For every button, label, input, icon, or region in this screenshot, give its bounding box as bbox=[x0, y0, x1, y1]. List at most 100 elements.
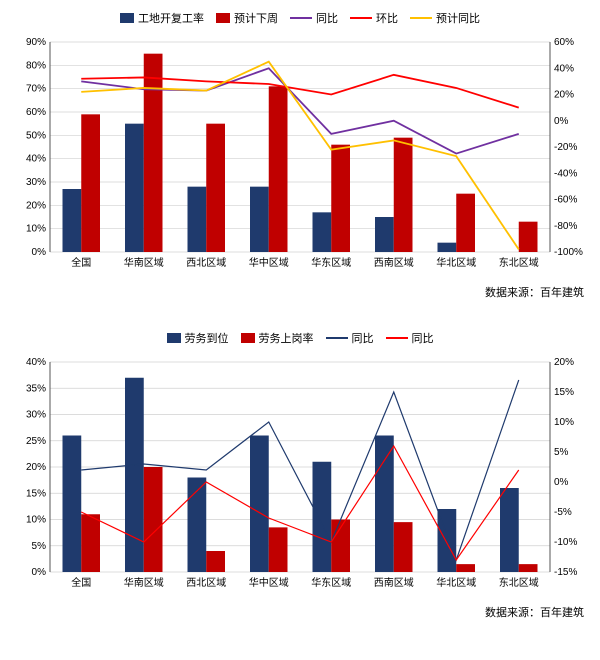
bar bbox=[313, 212, 332, 252]
chart-legend: 劳务到位 劳务上岗率 同比 同比 bbox=[10, 330, 590, 346]
legend-swatch bbox=[167, 333, 181, 343]
legend-label: 劳务上岗率 bbox=[259, 330, 314, 346]
svg-text:20%: 20% bbox=[554, 357, 574, 368]
bar bbox=[313, 462, 332, 572]
bar bbox=[125, 124, 144, 252]
bar bbox=[250, 187, 269, 252]
chart-svg: 0%10%20%30%40%50%60%70%80%90%-100%-80%-6… bbox=[10, 32, 590, 282]
svg-text:0%: 0% bbox=[32, 247, 47, 258]
svg-text:西北区域: 西北区域 bbox=[186, 256, 226, 269]
legend-line-swatch bbox=[386, 337, 408, 339]
legend-item: 预计同比 bbox=[410, 10, 480, 26]
svg-text:-40%: -40% bbox=[554, 168, 577, 179]
bar bbox=[81, 114, 100, 252]
legend-item: 同比 bbox=[386, 330, 434, 346]
legend-item: 环比 bbox=[350, 10, 398, 26]
svg-text:15%: 15% bbox=[26, 488, 46, 499]
svg-text:20%: 20% bbox=[26, 462, 46, 473]
chart-2: 劳务到位 劳务上岗率 同比 同比 0% 5% 10% 15% 20% 25% 30% 35% 40% -1… bbox=[10, 330, 590, 620]
bar bbox=[188, 187, 207, 252]
bar bbox=[81, 514, 100, 572]
svg-text:全国: 全国 bbox=[71, 256, 91, 269]
svg-text:30%: 30% bbox=[26, 410, 46, 421]
legend-label: 同比 bbox=[316, 10, 338, 26]
svg-text:60%: 60% bbox=[554, 37, 574, 48]
svg-text:华中区域: 华中区域 bbox=[249, 256, 289, 269]
bar bbox=[206, 551, 225, 572]
bar bbox=[438, 243, 457, 252]
svg-text:-100%: -100% bbox=[554, 247, 583, 258]
svg-text:-10%: -10% bbox=[554, 537, 577, 548]
svg-text:-80%: -80% bbox=[554, 221, 577, 232]
legend-label: 同比 bbox=[352, 330, 374, 346]
bar bbox=[331, 145, 350, 252]
svg-text:10%: 10% bbox=[554, 417, 574, 428]
svg-text:50%: 50% bbox=[26, 130, 46, 141]
svg-text:东北区域: 东北区域 bbox=[499, 256, 539, 269]
bar bbox=[63, 189, 82, 252]
svg-text:15%: 15% bbox=[554, 387, 574, 398]
bar bbox=[144, 467, 163, 572]
svg-text:80%: 80% bbox=[26, 60, 46, 71]
svg-text:0%: 0% bbox=[32, 567, 47, 578]
bar bbox=[394, 138, 413, 252]
bar bbox=[144, 54, 163, 252]
bar bbox=[206, 124, 225, 252]
svg-text:5%: 5% bbox=[554, 447, 569, 458]
svg-text:西南区域: 西南区域 bbox=[374, 256, 414, 269]
svg-text:25%: 25% bbox=[26, 436, 46, 447]
legend-item: 劳务到位 bbox=[167, 330, 229, 346]
svg-text:10%: 10% bbox=[26, 224, 46, 235]
svg-text:东北区域: 东北区域 bbox=[499, 576, 539, 589]
svg-text:5%: 5% bbox=[32, 541, 47, 552]
legend-label: 劳务到位 bbox=[185, 330, 229, 346]
svg-text:全国: 全国 bbox=[71, 576, 91, 589]
bar bbox=[269, 86, 288, 252]
bar bbox=[456, 194, 475, 252]
svg-text:-5%: -5% bbox=[554, 507, 572, 518]
legend-label: 预计下周 bbox=[234, 10, 278, 26]
source-text: 数据来源：百年建筑 bbox=[10, 604, 590, 620]
svg-text:华南区域: 华南区域 bbox=[124, 256, 164, 269]
svg-text:西南区域: 西南区域 bbox=[374, 576, 414, 589]
bar bbox=[375, 217, 394, 252]
bar bbox=[519, 222, 538, 252]
chart-svg: 0%5%10%15%20%25%30%35%40%-15%-10%-5%0%5%… bbox=[10, 352, 590, 602]
bar bbox=[375, 436, 394, 573]
svg-text:0%: 0% bbox=[554, 477, 569, 488]
legend-swatch bbox=[241, 333, 255, 343]
legend-label: 同比 bbox=[412, 330, 434, 346]
chart-1: 工地开复工率预计下周同比环比预计同比0%10%20%30%40%50%60%70… bbox=[10, 10, 590, 300]
bar bbox=[500, 488, 519, 572]
legend-item: 同比 bbox=[326, 330, 374, 346]
svg-text:华南区域: 华南区域 bbox=[124, 576, 164, 589]
bar bbox=[394, 522, 413, 572]
svg-text:35%: 35% bbox=[26, 383, 46, 394]
svg-text:-60%: -60% bbox=[554, 195, 577, 206]
source-text: 数据来源：百年建筑 bbox=[10, 284, 590, 300]
svg-text:30%: 30% bbox=[26, 177, 46, 188]
legend-line-swatch bbox=[350, 17, 372, 19]
legend-swatch bbox=[120, 13, 134, 23]
legend-line-swatch bbox=[290, 17, 312, 19]
legend-label: 工地开复工率 bbox=[138, 10, 204, 26]
legend-label: 预计同比 bbox=[436, 10, 480, 26]
bar bbox=[63, 436, 82, 573]
svg-text:华北区域: 华北区域 bbox=[436, 256, 476, 269]
legend-line-swatch bbox=[410, 17, 432, 19]
svg-text:20%: 20% bbox=[26, 200, 46, 211]
svg-text:华东区域: 华东区域 bbox=[311, 576, 351, 589]
legend-item: 工地开复工率 bbox=[120, 10, 204, 26]
legend-swatch bbox=[216, 13, 230, 23]
bar bbox=[456, 564, 475, 572]
svg-text:70%: 70% bbox=[26, 84, 46, 95]
svg-text:华北区域: 华北区域 bbox=[436, 576, 476, 589]
svg-text:0%: 0% bbox=[554, 116, 569, 127]
svg-text:90%: 90% bbox=[26, 37, 46, 48]
chart-legend: 工地开复工率 预计下周 同比环比 预计同比 bbox=[10, 10, 590, 26]
svg-text:西北区域: 西北区域 bbox=[186, 576, 226, 589]
legend-item: 预计下周 bbox=[216, 10, 278, 26]
legend-item: 同比 bbox=[290, 10, 338, 26]
svg-text:华东区域: 华东区域 bbox=[311, 256, 351, 269]
svg-text:40%: 40% bbox=[26, 357, 46, 368]
